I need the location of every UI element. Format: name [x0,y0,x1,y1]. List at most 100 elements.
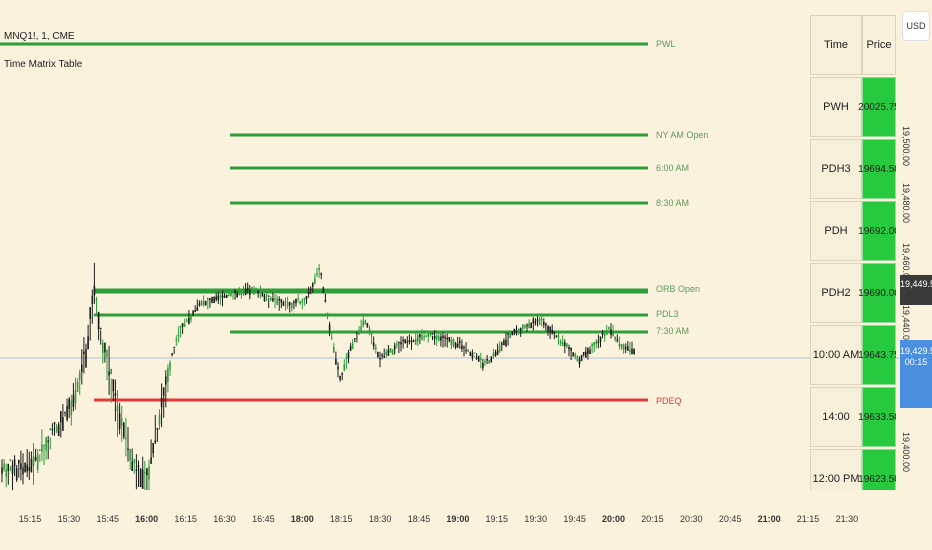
candle-body [559,340,562,344]
candle-body [173,346,175,349]
candle-body [349,346,352,352]
candle-body [429,330,432,336]
candle-body [297,297,299,300]
candle-body [343,364,346,371]
candle-body [120,418,123,426]
table-cell-time: 12:00 PM [810,449,862,490]
candle-body [238,289,241,296]
candle-body [427,333,430,337]
candle-body [488,360,490,364]
candle-body [202,300,205,306]
price-value: 19643.75 [858,349,896,361]
candle-body [330,337,333,340]
candle-body [482,363,484,368]
candle-body [309,288,312,290]
candle-body [320,273,322,275]
table-cell-time: 14:00 [810,387,862,447]
price-tick: 19,480.00 [901,183,911,223]
candle-body [585,351,587,358]
candle-body [251,287,253,293]
candle-body [34,457,37,461]
candle-body [368,328,371,331]
candle-body [505,339,507,346]
candle-body [540,318,543,321]
table-cell-time: PDH [810,201,862,261]
candle-body [393,345,396,350]
candle-body [66,405,68,420]
candle-body [597,341,600,344]
candle-body [307,291,310,294]
candle-body [475,357,478,359]
candle-body [85,348,87,368]
candle-body [490,356,493,363]
candle-body [364,319,367,325]
candle-body [477,355,480,362]
candle-body [89,307,91,319]
candle-body [32,456,35,467]
candle-body [624,347,627,349]
candle-body [114,393,117,396]
candle-body [622,344,625,350]
candle-body [177,334,180,337]
candle-body [274,298,276,300]
table-cell-price: 19643.75 [858,325,896,385]
candle-body [24,462,26,473]
candle-body [263,295,266,302]
currency-button[interactable]: USD [902,11,930,41]
candle-body [15,468,18,481]
candle-body [303,298,306,300]
candle-body [372,342,375,347]
candle-body [498,345,501,352]
time-axis-label: 16:00 [135,514,158,524]
candle-body [398,341,400,344]
candle-body [442,335,444,338]
candle-body [139,468,142,488]
candle-body [465,349,467,352]
table-cell-price: 19692.00 [858,201,896,261]
candle-body [267,295,270,297]
candle-body [104,342,106,353]
candle-body [97,311,100,330]
candle-body [423,336,425,339]
candle-body [593,341,595,346]
symbol-title[interactable]: MNQ1!, 1, CME [4,31,75,42]
time-axis: 15:15 15:30 15:45 16:00 16:15 16:30 16:45 18:00… [19,514,858,524]
candle-body [108,371,110,376]
candle-body [36,454,39,470]
candle-body [240,289,243,295]
candle-body [354,338,356,340]
candle-body [610,329,612,335]
candle-body [335,359,337,365]
indicator-title[interactable]: Time Matrix Table [4,59,83,70]
time-matrix-table: Time Price PWH 20025.75 PDH3 19694.50 PD… [810,15,896,490]
candle-body [278,298,280,301]
time-axis-label: 19:45 [563,514,586,524]
candle-body [351,343,354,350]
candle-body [555,335,558,337]
level-label-pdeq: PDEQ [656,396,682,406]
candle-body [530,322,532,329]
candle-body [469,351,472,356]
price-tick: 19,400.00 [901,432,911,472]
table-header-time: Time [810,15,862,75]
candle-body [574,353,577,357]
table-row: PWH 20025.75 [810,77,896,137]
time-axis-label: 20:30 [680,514,703,524]
candle-body [496,349,499,356]
table-row: PDH 19692.00 [810,201,896,261]
candle-body [171,353,173,356]
candle-body [587,347,589,354]
candle-body [631,348,633,355]
level-label-730am: 7:30 AM [656,326,689,336]
candle-body [419,333,421,337]
candle-body [595,340,598,345]
candle-body [435,335,438,340]
price-badge-high-value: 19,449.50 [900,279,932,289]
candle-body [580,354,583,361]
candle-body [620,344,623,348]
candle-body [110,368,112,375]
candle-body [249,290,251,296]
candle-body [614,336,616,340]
candle-body [377,351,379,357]
